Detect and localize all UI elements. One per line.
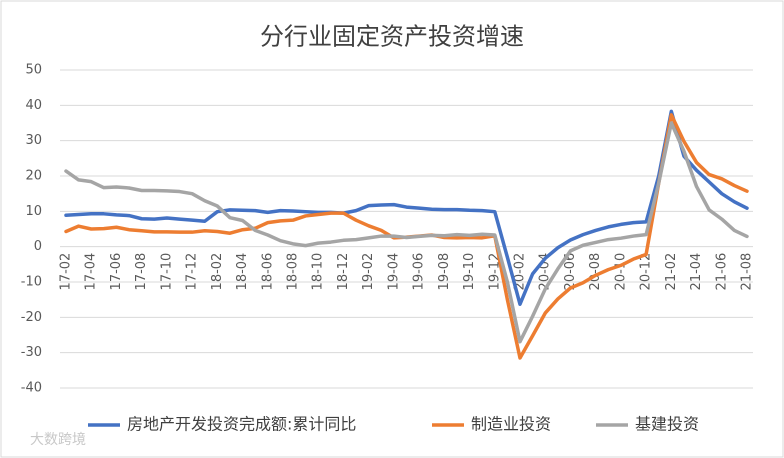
y-tick-label: 50: [25, 63, 42, 78]
x-tick-label: 21-06: [714, 253, 729, 291]
y-tick-label: 40: [25, 98, 42, 113]
x-tick-label: 17-08: [134, 253, 149, 291]
y-tick-label: -20: [21, 310, 42, 325]
x-tick-label: 18-06: [260, 253, 275, 291]
y-tick-label: -10: [21, 275, 42, 290]
x-tick-label: 18-12: [336, 253, 351, 291]
x-tick-label: 20-10: [613, 253, 628, 291]
chart-title: 分行业固定资产投资增速: [260, 23, 524, 51]
x-tick-label: 19-10: [462, 253, 477, 291]
x-tick-label: 20-02: [513, 253, 528, 291]
watermark: 大数跨境: [30, 432, 86, 448]
x-tick-label: 19-06: [412, 253, 427, 291]
x-tick-label: 18-08: [286, 253, 301, 291]
x-tick-label: 19-04: [386, 253, 401, 291]
series-line: [64, 109, 749, 307]
series-line: [64, 121, 749, 344]
y-tick-label: -30: [21, 345, 42, 360]
x-tick-label: 18-02: [210, 253, 225, 291]
x-tick-label: 17-06: [109, 253, 124, 291]
x-tick-label: 20-08: [588, 253, 603, 291]
x-tick-label: 21-02: [664, 253, 679, 291]
x-tick-label: 19-08: [437, 253, 452, 291]
y-tick-label: -40: [21, 381, 42, 396]
x-tick-label: 21-04: [689, 253, 704, 291]
y-tick-label: 30: [25, 133, 42, 148]
legend-label: 基建投资: [635, 415, 699, 434]
y-tick-label: 10: [25, 204, 42, 219]
x-tick-label: 18-04: [235, 253, 250, 291]
y-tick-label: 0: [34, 239, 42, 254]
x-tick-label: 17-12: [185, 253, 200, 291]
x-tick-label: 17-04: [84, 253, 99, 291]
x-tick-label: 21-08: [740, 253, 755, 291]
legend-label: 房地产开发投资完成额:累计同比: [127, 415, 356, 434]
x-tick-label: 20-12: [639, 253, 654, 291]
x-tick-label: 19-02: [361, 253, 376, 291]
legend-label: 制造业投资: [471, 415, 551, 434]
x-tick-label: 17-02: [59, 253, 74, 291]
y-tick-label: 20: [25, 169, 42, 184]
x-tick-label: 18-10: [311, 253, 326, 291]
x-tick-label: 17-10: [159, 253, 174, 291]
x-tick-label: 20-06: [563, 253, 578, 291]
